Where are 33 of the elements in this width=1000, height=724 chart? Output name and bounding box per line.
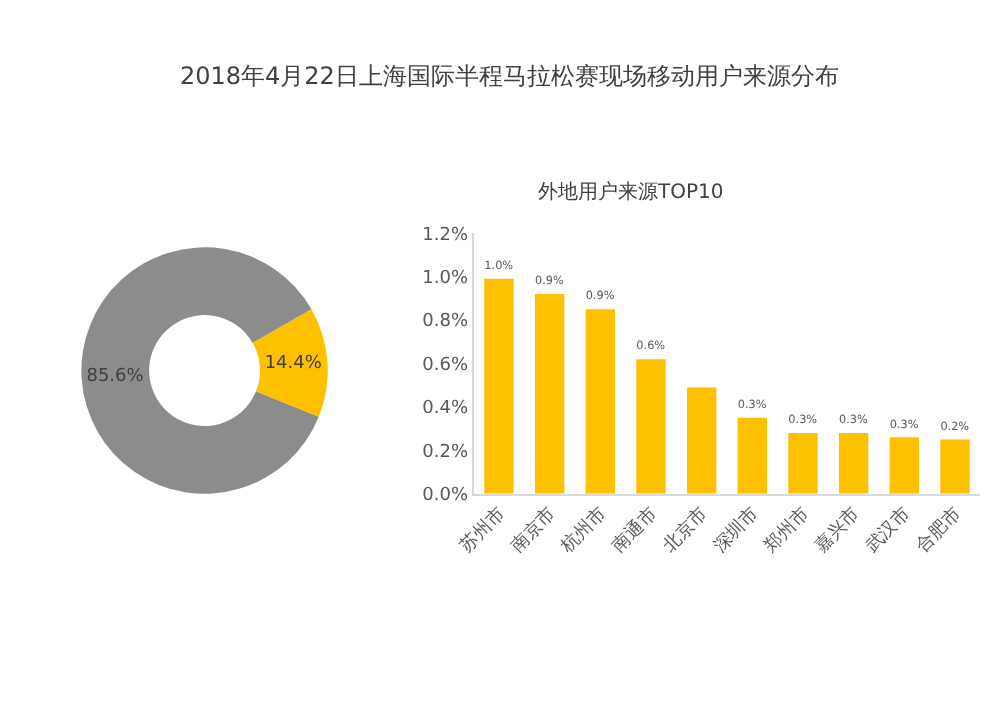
x-tick-label: 深圳市 [709,503,763,558]
bar [737,417,768,494]
x-tick-label: 嘉兴市 [810,503,865,558]
y-tick-label: 0.8% [422,312,469,333]
bar [484,278,514,494]
donut-slice [81,247,319,494]
x-tick-label: 南京市 [506,503,561,558]
bar [940,439,970,494]
bar [788,432,818,494]
y-tick-label: 0.6% [422,355,469,376]
data-label: 14.4% [264,354,323,375]
x-tick-label: 武汉市 [861,503,915,558]
y-tick-label: 0.4% [422,399,469,420]
x-tick-label: 苏州市 [455,503,510,558]
x-tick-label: 郑州市 [759,503,814,558]
chart-title: 外地用户来源TOP10 [538,180,724,204]
donut-slice [252,309,328,417]
bar [686,387,717,494]
bar [534,294,565,494]
data-label: 85.6% [86,366,145,387]
x-tick-label: 北京市 [658,503,713,558]
bar [838,432,869,494]
text: 2018年4月22日上海国际半程马拉松赛现场移动用户来源分布 [180,62,839,90]
x-tick-label: 杭州市 [555,503,611,559]
y-tick-label: 0.2% [422,442,469,463]
x-tick-label: 南通市 [607,503,662,558]
y-tick-label: 1.2% [422,225,469,246]
bar [636,359,666,494]
y-tick-label: 1.0% [422,269,469,289]
y-tick-label: 0.0% [422,486,469,507]
bar [585,309,616,494]
x-tick-label: 合肥市 [911,503,966,558]
bar [889,437,920,494]
